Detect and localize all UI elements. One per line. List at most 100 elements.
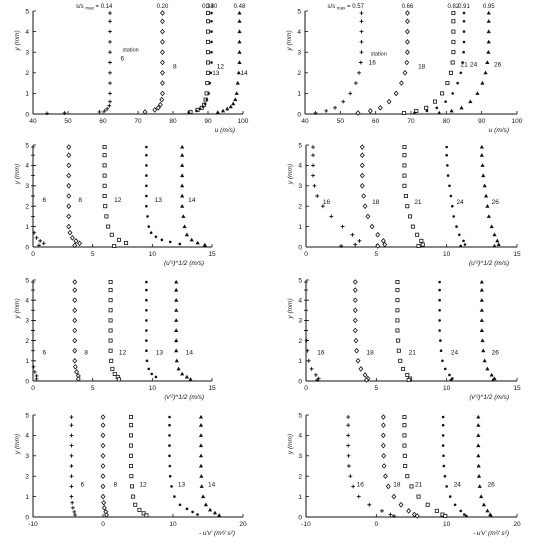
data-point-plus [108,19,112,24]
station-label: 24 [457,199,465,206]
data-point-square [401,110,406,115]
data-point-dot [462,239,465,243]
data-point-plus [108,50,112,55]
series-16: 16 [346,415,396,518]
data-point-plus [69,494,74,499]
data-point-triangle [174,287,179,292]
data-point-triangle [479,287,484,292]
x-tick-label: 5 [91,385,95,392]
series-14: 14 [215,10,249,114]
data-point-square [445,81,450,86]
data-point-triangle [485,60,490,64]
data-point-plus [108,29,112,34]
series-13: 13 [168,415,199,516]
top-value-label: 0.33 [202,4,214,10]
data-point-diamond [74,369,79,375]
data-point-diamond [100,422,106,429]
y-tick-label: 2 [25,70,29,77]
data-point-diamond [383,473,388,480]
data-point-triangle [237,29,242,34]
data-point-square [409,484,414,489]
y-tick-label: 4 [25,298,29,305]
station-label: 14 [241,70,249,77]
series-18: 18 [355,10,426,116]
data-point-diamond [72,364,78,370]
station-label: 6 [81,481,85,488]
data-point-triangle [184,232,190,237]
station-label: 18 [418,64,426,71]
data-point-square [443,513,448,518]
data-point-square [402,415,407,420]
data-point-plus [309,366,314,371]
data-point-dot [168,454,171,458]
x-tick-label: 0 [31,385,35,392]
y-tick-label: 3 [25,453,29,460]
data-point-plus [333,105,337,110]
y-tick-label: 5 [298,412,302,419]
x-tick-label: 15 [208,385,216,392]
data-point-triangle [180,173,185,178]
data-point-triangle [199,474,204,478]
data-point-diamond [381,452,387,459]
y-tick-label: 4 [298,163,302,170]
data-point-triangle [476,443,481,448]
data-point-diamond [160,10,165,16]
x-tick-label: 50 [64,118,72,125]
y-tick-label: 0 [25,111,29,118]
data-point-diamond [381,463,387,469]
x-axis-label: - u'v' (m²/ s²) [199,530,235,537]
x-tick-label: 10 [443,521,451,528]
data-point-dot [198,107,202,111]
data-point-plus [108,40,112,44]
data-point-plus [346,453,351,458]
data-point-plus [359,50,364,55]
data-point-dot [458,233,461,237]
data-point-diamond [72,317,78,324]
data-point-diamond [72,279,78,285]
data-point-plus [31,280,35,284]
series-26: 26 [479,144,501,248]
station-label: 13 [156,350,164,357]
data-point-triangle [481,502,487,507]
station-label: 12 [119,350,127,357]
data-point-diamond [353,337,359,344]
data-point-dot [160,238,164,242]
data-point-plus [31,288,35,292]
series-12: 12 [108,280,127,382]
data-point-diamond [405,18,410,25]
data-point-triangle [235,80,240,85]
data-point-diamond [66,152,72,159]
data-point-dot [435,106,439,110]
data-point-plus [31,183,35,188]
top-value-label: 0.91 [458,4,470,10]
data-point-diamond [355,357,361,364]
data-point-triangle [483,70,488,75]
data-point-triangle [208,507,213,512]
data-point-plus [34,377,39,381]
data-point-dot [448,373,451,377]
data-point-diamond [385,483,391,490]
series-16: 16 [311,145,362,248]
data-point-diamond [159,96,165,103]
data-point-triangle [198,414,204,419]
data-point-triangle [181,214,186,218]
data-point-square [205,39,210,44]
data-point-diamond [352,307,358,314]
series-12: 12 [102,145,129,248]
data-point-square [396,348,401,353]
data-point-square [403,193,408,198]
data-point-dot [446,164,449,167]
data-point-square [128,443,133,448]
data-point-diamond [72,357,78,364]
data-point-plus [348,91,353,96]
y-axis-label: y (mm) [14,164,21,185]
data-point-diamond [72,347,78,354]
data-point-triangle [476,474,482,478]
x-tick-label: 90 [204,118,212,125]
data-point-square [205,29,210,34]
data-point-square [108,298,113,303]
data-point-plus [304,298,308,303]
data-point-dot [145,298,148,302]
